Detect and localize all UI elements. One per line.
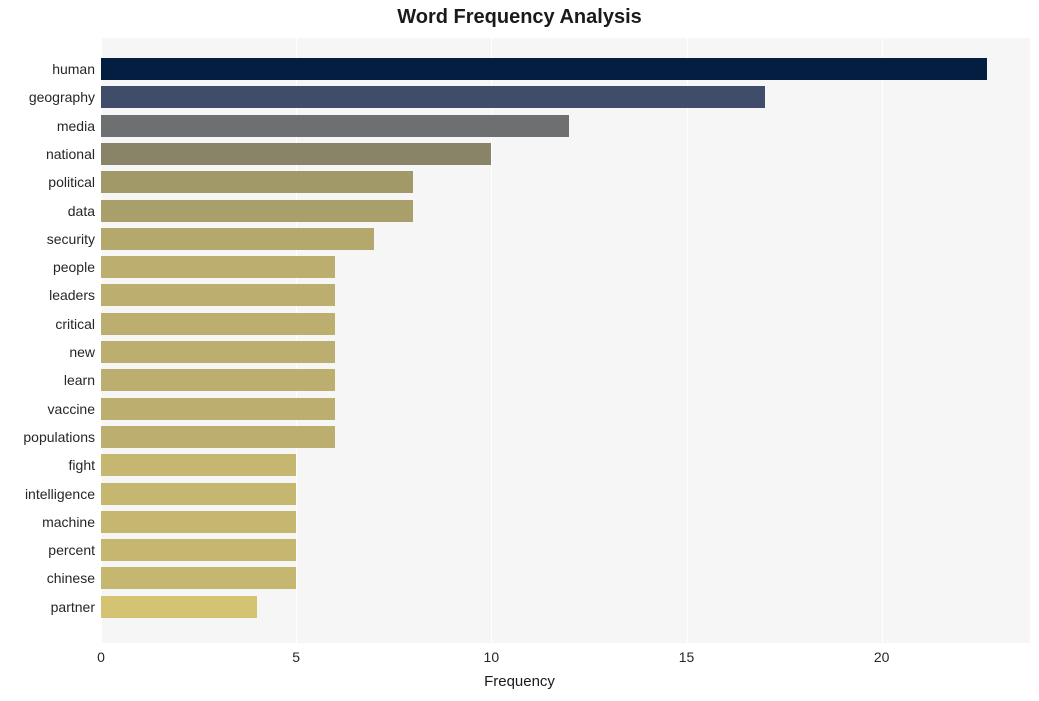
y-tick-label: media [0, 118, 95, 134]
bar-political [101, 171, 413, 193]
x-tick-label: 0 [97, 649, 105, 665]
grid-line [882, 38, 883, 643]
bar-security [101, 228, 374, 250]
x-tick-label: 10 [484, 649, 500, 665]
bar-national [101, 143, 491, 165]
bar-partner [101, 596, 257, 618]
bar-geography [101, 86, 765, 108]
y-tick-label: data [0, 203, 95, 219]
x-tick-label: 15 [679, 649, 695, 665]
y-tick-label: learn [0, 372, 95, 388]
grid-line [687, 38, 688, 643]
x-tick-label: 5 [292, 649, 300, 665]
bar-machine [101, 511, 296, 533]
bar-leaders [101, 284, 335, 306]
y-tick-label: people [0, 259, 95, 275]
word-frequency-chart: Word Frequency Analysis human geography me… [0, 0, 1039, 701]
y-tick-label: new [0, 344, 95, 360]
bar-data [101, 200, 413, 222]
y-tick-label: leaders [0, 287, 95, 303]
y-tick-label: fight [0, 457, 95, 473]
y-tick-label: intelligence [0, 486, 95, 502]
bar-percent [101, 539, 296, 561]
y-tick-label: geography [0, 89, 95, 105]
chart-title: Word Frequency Analysis [0, 6, 1039, 29]
y-tick-label: security [0, 231, 95, 247]
bar-critical [101, 313, 335, 335]
bar-new [101, 341, 335, 363]
y-tick-label: national [0, 146, 95, 162]
y-axis-labels: human geography media national political data… [0, 38, 95, 643]
y-tick-label: percent [0, 542, 95, 558]
y-tick-label: machine [0, 514, 95, 530]
y-tick-label: vaccine [0, 401, 95, 417]
bar-chinese [101, 567, 296, 589]
x-axis-ticks: 05101520 [101, 649, 1030, 669]
x-tick-label: 20 [874, 649, 890, 665]
plot-area [101, 38, 1030, 643]
bar-people [101, 256, 335, 278]
y-tick-label: chinese [0, 570, 95, 586]
bar-intelligence [101, 483, 296, 505]
y-tick-label: political [0, 174, 95, 190]
bar-fight [101, 454, 296, 476]
y-tick-label: partner [0, 599, 95, 615]
bar-vaccine [101, 398, 335, 420]
bar-human [101, 58, 987, 80]
y-tick-label: populations [0, 429, 95, 445]
bar-populations [101, 426, 335, 448]
x-axis-label: Frequency [0, 673, 1039, 690]
bar-learn [101, 369, 335, 391]
y-tick-label: human [0, 61, 95, 77]
y-tick-label: critical [0, 316, 95, 332]
bar-media [101, 115, 569, 137]
